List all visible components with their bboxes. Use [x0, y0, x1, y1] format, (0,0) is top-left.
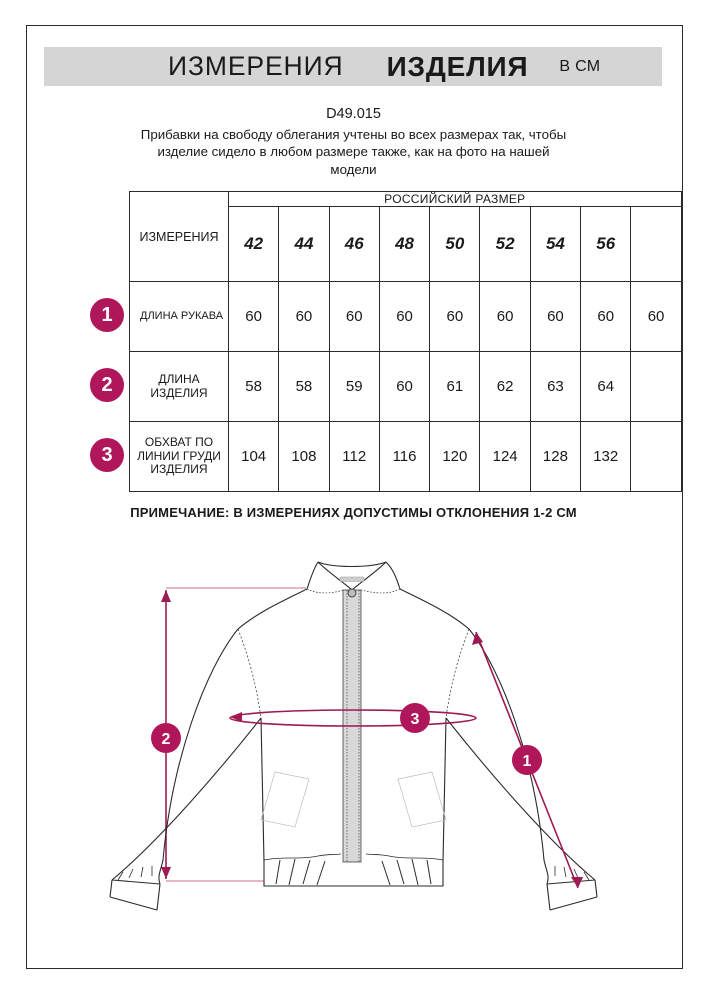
svg-text:1: 1 — [523, 753, 532, 770]
svg-text:2: 2 — [162, 731, 171, 748]
svg-text:3: 3 — [411, 711, 420, 728]
